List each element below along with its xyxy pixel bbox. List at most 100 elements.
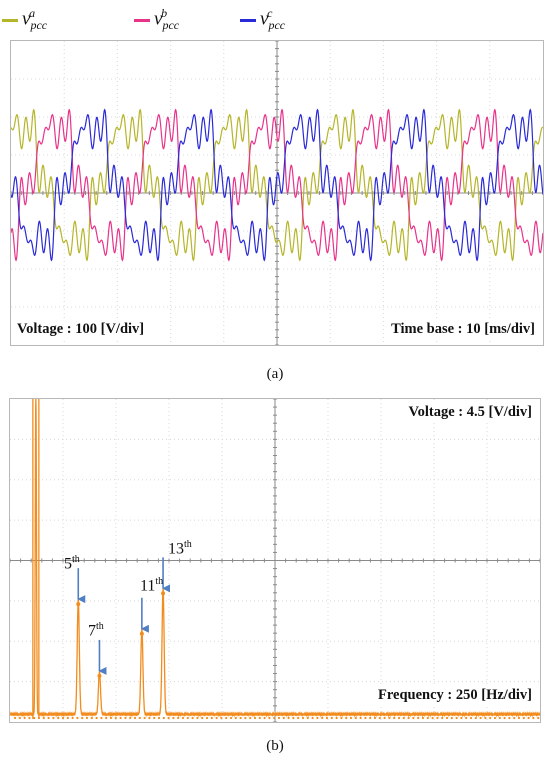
spectrum-marker — [474, 716, 477, 720]
spectrum-marker — [167, 716, 170, 720]
spectrum-marker — [297, 716, 300, 720]
spectrum-marker — [311, 716, 314, 720]
time-base-label: Time base : 10 [ms/div] — [389, 320, 537, 339]
spectrum-marker — [172, 716, 175, 720]
spectrum-marker — [71, 716, 74, 720]
spectrum-marker — [316, 716, 319, 720]
spectrum-marker — [330, 716, 333, 720]
spectrum-marker — [340, 716, 343, 720]
spectrum-marker — [234, 716, 237, 720]
spectrum-marker — [220, 716, 223, 720]
legend: vpcca vpccb vpccc — [0, 0, 550, 38]
spectrum-marker — [225, 716, 228, 720]
waveform-plot — [11, 41, 543, 345]
spectrum-marker — [186, 716, 189, 720]
spectrum-marker — [18, 716, 21, 720]
legend-swatch-c — [240, 19, 256, 22]
spectrum-marker — [52, 716, 55, 720]
spectrum-marker — [431, 716, 434, 720]
series-line-phase-a — [11, 108, 543, 262]
spectrum-marker — [153, 716, 156, 720]
spectrum-marker — [421, 716, 425, 720]
scope-panel-a: Voltage : 100 [V/div] Time base : 10 [ms… — [10, 40, 544, 346]
spectrum-marker — [177, 716, 180, 720]
spectrum-marker — [373, 716, 377, 720]
spectrum-marker — [109, 716, 113, 720]
spectrum-marker — [124, 716, 127, 720]
voltage-scale-label-b: Voltage : 4.5 [V/div] — [406, 403, 534, 422]
harmonic-label-11: 11th — [140, 576, 164, 595]
spectrum-marker — [191, 716, 194, 720]
spectrum-marker — [76, 716, 79, 720]
harmonic-peak-5 — [76, 602, 81, 607]
spectrum-marker — [239, 716, 242, 720]
spectrum-marker — [138, 716, 141, 720]
legend-label-a: vpcca — [22, 6, 48, 33]
spectrum-marker — [359, 716, 362, 720]
spectrum-marker — [325, 716, 329, 720]
spectrum-marker — [532, 716, 535, 720]
spectrum-marker — [253, 716, 257, 720]
spectrum-marker — [335, 716, 338, 720]
series-line-phase-b — [11, 108, 543, 262]
spectrum-marker — [42, 716, 45, 720]
spectrum-marker — [383, 716, 386, 720]
spectrum-marker — [201, 716, 204, 720]
spectrum-marker — [215, 716, 218, 720]
caption-a: (a) — [266, 366, 284, 382]
spectrum-marker — [28, 716, 31, 720]
spectrum-marker — [244, 716, 247, 720]
spectrum-marker — [364, 716, 367, 720]
spectrum-marker — [306, 716, 309, 720]
spectrum-line — [10, 399, 540, 718]
spectrum-marker — [105, 716, 108, 720]
harmonic-peak-13 — [161, 591, 166, 596]
spectrum-marker — [393, 716, 396, 720]
spectrum-marker — [460, 716, 463, 720]
spectrum-marker — [498, 716, 501, 720]
spectrum-marker — [450, 716, 453, 720]
spectrum-marker — [436, 716, 439, 720]
spectrum-marker — [445, 716, 449, 720]
spectrum-marker — [537, 716, 540, 720]
spectrum-marker — [95, 716, 98, 720]
spectrum-marker — [162, 716, 165, 720]
spectrum-marker — [378, 716, 381, 720]
spectrum-marker — [85, 716, 89, 720]
voltage-scale-label-a: Voltage : 100 [V/div] — [15, 320, 147, 339]
spectrum-marker — [522, 716, 525, 720]
spectrum-marker — [301, 716, 305, 720]
spectrum-marker — [465, 716, 468, 720]
spectrum-marker — [66, 716, 69, 720]
spectrum-marker — [513, 716, 516, 720]
spectrum-marker — [258, 716, 261, 720]
spectrum-marker — [397, 716, 401, 720]
spectrum-marker — [508, 716, 511, 720]
spectrum-marker — [354, 716, 357, 720]
spectrum-marker — [282, 716, 285, 720]
spectrum-marker — [268, 716, 271, 720]
spectrum-marker — [412, 716, 415, 720]
spectrum-marker — [426, 716, 429, 720]
spectrum-plot — [10, 399, 540, 722]
spectrum-marker — [181, 716, 185, 720]
spectrum-marker — [47, 716, 50, 720]
harmonic-label-5: 5th — [64, 554, 80, 573]
caption-b: (b) — [266, 738, 284, 754]
spectrum-marker — [417, 716, 420, 720]
spectrum-marker — [489, 716, 492, 720]
legend-label-b: vpccb — [154, 6, 180, 33]
scope-panel-b: Voltage : 4.5 [V/div] Frequency : 250 [H… — [9, 398, 541, 723]
spectrum-marker — [133, 716, 137, 720]
spectrum-marker — [33, 716, 36, 720]
spectrum-marker — [13, 716, 17, 720]
spectrum-marker — [81, 716, 84, 720]
spectrum-marker — [441, 716, 444, 720]
spectrum-marker — [23, 716, 26, 720]
spectrum-marker — [321, 716, 324, 720]
frequency-scale-label: Frequency : 250 [Hz/div] — [376, 686, 534, 705]
spectrum-marker — [249, 716, 252, 720]
spectrum-marker — [205, 716, 209, 720]
spectrum-marker — [90, 716, 93, 720]
harmonic-peak-7 — [97, 673, 102, 678]
